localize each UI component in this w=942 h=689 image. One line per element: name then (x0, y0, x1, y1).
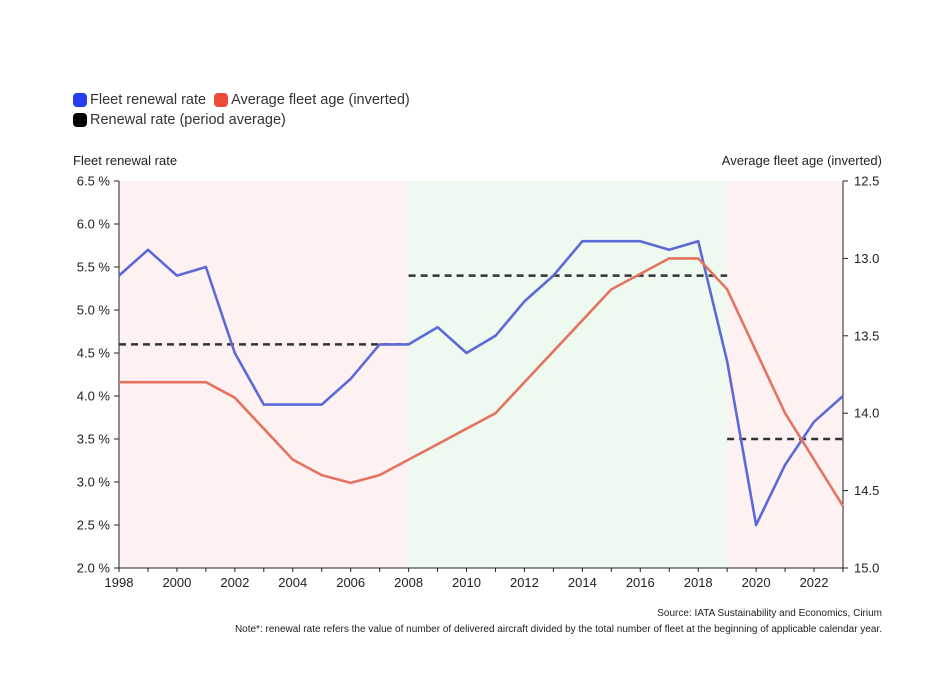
right-tick-label: 12.5 (854, 174, 879, 189)
legend-label: Fleet renewal rate (90, 92, 207, 108)
legend-row: Renewal rate (period average) (73, 110, 418, 130)
x-tick-label: 2022 (800, 575, 829, 590)
period-shade (408, 181, 728, 568)
x-tick-label: 2012 (510, 575, 539, 590)
right-tick-label: 15.0 (854, 561, 879, 576)
series-line (119, 257, 845, 507)
x-tick-label: 2014 (568, 575, 597, 590)
legend-label: Average fleet age (inverted) (231, 92, 410, 108)
x-tick-label: 2000 (162, 575, 191, 590)
x-tick-label: 2016 (626, 575, 655, 590)
legend-row: Fleet renewal rate Average fleet age (in… (73, 90, 418, 110)
left-tick-label: 3.0 % (77, 475, 111, 490)
x-tick-label: 2020 (742, 575, 771, 590)
line-chart: 2.0 % 2.5 % 3.0 % 3.5 % 4.0 % 4.5 % 5.0 % 5.5 %… (77, 174, 880, 591)
x-tick-label: 2010 (452, 575, 481, 590)
x-tick-label: 2018 (684, 575, 713, 590)
left-tick-label: 4.5 % (77, 346, 111, 361)
legend-swatch-blue (73, 93, 87, 107)
legend-swatch-red (214, 93, 229, 107)
right-tick-label: 13.0 (854, 251, 879, 266)
legend-label: Renewal rate (period average) (90, 112, 286, 128)
right-tick-label: 13.5 (854, 328, 879, 343)
legend-item-fleet-renewal-rate: Fleet renewal rate (73, 92, 206, 108)
period-shade (119, 181, 409, 568)
legend-item-period-average: Renewal rate (period average) (73, 112, 286, 128)
right-tick-label: 14.0 (854, 406, 879, 421)
right-axis-title: Average fleet age (inverted) (721, 153, 882, 168)
x-tick-label: 2002 (220, 575, 249, 590)
left-tick-label: 4.0 % (77, 389, 111, 404)
left-tick-label: 5.5 % (77, 260, 111, 275)
legend: Fleet renewal rate Average fleet age (in… (73, 90, 418, 130)
x-tick-label: 2006 (336, 575, 365, 590)
left-tick-label: 3.5 % (77, 432, 111, 447)
left-tick-label: 5.0 % (77, 303, 111, 318)
left-axis-title: Fleet renewal rate (73, 153, 178, 168)
x-tick-label: 2004 (278, 575, 307, 590)
left-tick-label: 2.0 % (77, 561, 111, 576)
right-tick-label: 14.5 (854, 483, 879, 498)
period-shade (727, 181, 843, 568)
source-text: Source: IATA Sustainability and Economic… (657, 608, 882, 619)
left-tick-label: 6.0 % (77, 217, 111, 232)
legend-item-average-fleet-age: Average fleet age (inverted) (214, 92, 410, 108)
x-tick-label: 2008 (394, 575, 423, 590)
x-tick-label: 1998 (105, 575, 134, 590)
legend-swatch-black (73, 113, 87, 127)
left-tick-label: 6.5 % (77, 174, 111, 189)
note-text: Note*: renewal rate refers the value of … (234, 624, 882, 635)
left-tick-label: 2.5 % (77, 518, 111, 533)
series-line (118, 239, 844, 527)
